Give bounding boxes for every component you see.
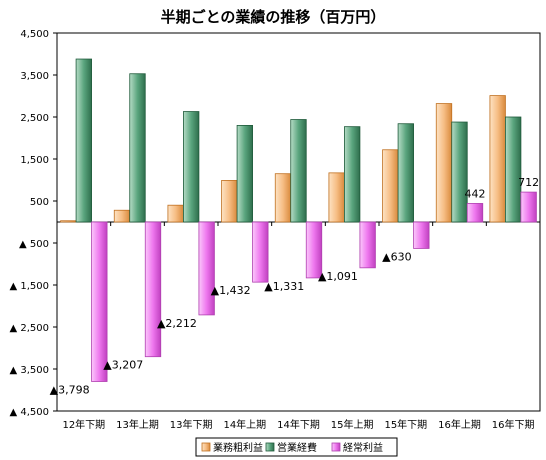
x-category-label: 15年下期: [384, 418, 427, 431]
legend: 業務粗利益 営業経費 経常利益: [195, 437, 398, 457]
y-tick-label: ▲ 1,500: [10, 281, 50, 292]
bar-series-1: [113, 209, 131, 223]
x-category-label: 13年上期: [116, 418, 159, 431]
bar-series-1: [60, 220, 77, 223]
bar-series-2: [451, 121, 468, 223]
bar-series-3: [144, 221, 162, 358]
bar-series-2: [183, 111, 200, 223]
legend-swatch: [331, 442, 341, 452]
x-category-label: 16年上期: [438, 418, 481, 431]
x-category-label: 16年下期: [492, 418, 535, 431]
bar-series-2: [129, 73, 146, 223]
x-category-label: 13年下期: [170, 418, 213, 431]
bar-series-2: [236, 125, 253, 223]
data-label: ▲630: [382, 250, 411, 263]
y-tick-label: ▲ 500: [19, 239, 49, 250]
data-label: ▲3,207: [103, 359, 143, 372]
bar-series-3: [305, 221, 323, 279]
bar-series-2: [75, 58, 92, 223]
bar-series-3: [413, 221, 430, 249]
legend-box: [195, 437, 398, 457]
bar-series-1: [435, 103, 453, 223]
bar-series-3: [252, 221, 269, 283]
x-category-label: 14年下期: [277, 418, 320, 431]
data-label: ▲1,432: [211, 284, 251, 297]
bar-series-1: [328, 172, 345, 223]
bar-series-2: [344, 126, 361, 223]
y-tick-label: ▲ 3,500: [10, 365, 50, 376]
legend-label: 業務粗利益: [213, 441, 263, 454]
x-category-label: 14年上期: [223, 418, 266, 431]
bar-series-1: [221, 180, 238, 223]
legend-swatch: [201, 442, 211, 452]
bar-series-1: [382, 149, 399, 223]
bar-series-1: [167, 204, 184, 223]
legend-label: 営業経費: [277, 441, 317, 454]
legend-swatch: [265, 442, 275, 452]
y-tick-label: ▲ 2,500: [10, 323, 50, 334]
bar-series-1: [274, 173, 292, 223]
bar-series-3: [466, 203, 484, 223]
chart-title: 半期ごとの業績の推移（百万円）: [161, 8, 386, 26]
bar-series-2: [505, 116, 522, 223]
bar-series-1: [489, 95, 506, 223]
data-label: ▲1,091: [318, 270, 358, 283]
data-label: 712: [518, 176, 539, 189]
x-category-label: 12年下期: [62, 418, 105, 431]
bar-series-2: [290, 119, 307, 223]
plot-area: 4,500 3,500 2,500 1,500 500 ▲ 500 ▲ 1,500 ▲ 2,5…: [10, 29, 541, 431]
bar-series-3: [198, 221, 215, 316]
data-label: ▲1,331: [264, 280, 304, 293]
bar-series-3: [359, 221, 376, 269]
bar-series-3: [91, 221, 108, 382]
data-label: ▲3,798: [50, 384, 90, 397]
bar-series-3: [520, 191, 537, 223]
data-label: ▲2,212: [157, 317, 197, 330]
y-tick-label: 3,500: [20, 71, 49, 82]
y-tick-label: ▲ 4,500: [10, 407, 50, 418]
y-tick-label: 2,500: [20, 113, 49, 124]
x-category-label: 15年上期: [331, 418, 374, 431]
y-tick-label: 4,500: [20, 29, 49, 40]
legend-label: 経常利益: [343, 441, 383, 454]
bar-series-2: [397, 123, 414, 223]
y-tick-label: 1,500: [20, 155, 49, 166]
data-label: 442: [465, 187, 486, 200]
y-tick-label: 500: [30, 197, 49, 208]
